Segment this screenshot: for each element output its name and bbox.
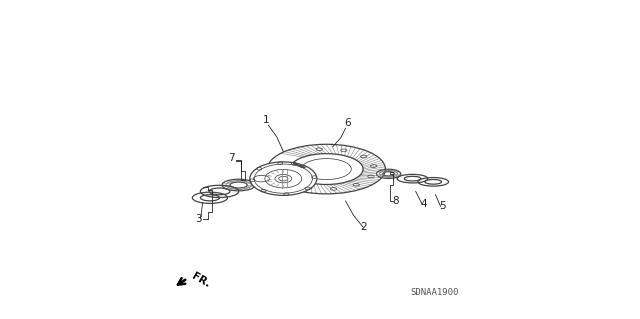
Text: 2: 2 [360, 222, 366, 232]
Ellipse shape [264, 143, 388, 195]
Ellipse shape [200, 185, 239, 197]
Text: 8: 8 [392, 196, 399, 205]
Text: 3: 3 [195, 214, 202, 224]
Text: 4: 4 [420, 199, 427, 209]
Text: 1: 1 [262, 115, 269, 125]
Ellipse shape [376, 169, 401, 178]
Text: SDNAA1900: SDNAA1900 [410, 288, 459, 297]
Text: 6: 6 [344, 118, 351, 128]
Ellipse shape [222, 179, 255, 191]
Ellipse shape [397, 174, 428, 183]
Ellipse shape [250, 162, 317, 195]
Text: FR.: FR. [190, 271, 212, 289]
Ellipse shape [193, 192, 227, 204]
Ellipse shape [418, 178, 449, 186]
Text: 7: 7 [228, 153, 235, 163]
Text: 5: 5 [440, 201, 446, 211]
